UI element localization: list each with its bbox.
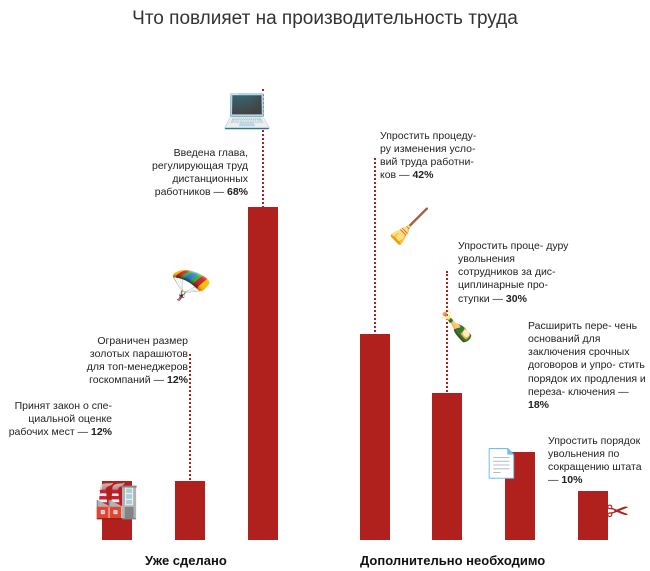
simplify_conditions-label: Упростить процеду- ру изменения усло- ви… (380, 130, 490, 183)
laptop-icon: 💻 (222, 88, 272, 128)
group-label-done: Уже сделано (145, 553, 227, 568)
scissors-people-icon: ✂ (606, 498, 629, 526)
factory-icon: 🏭 (94, 482, 139, 518)
remote_chapter-label: Введена глава, регулирующая труд дистанц… (132, 147, 248, 200)
chart-title: Что повлияет на производительность труда (0, 0, 650, 30)
group-label-needed: Дополнительно необходимо (360, 553, 545, 568)
simplify_redundancy-bar (578, 491, 608, 540)
law_assessment-label: Принят закон о спе- циальной оценке рабо… (8, 400, 112, 439)
golden_parachutes-bar (175, 481, 205, 540)
simplify_redundancy-label: Упростить порядок увольнения по сокращен… (548, 435, 648, 488)
expand_fixed_term-label: Расширить пере- чень оснований для заклю… (528, 320, 646, 412)
simplify_dismissal_discipline-bar (432, 393, 462, 540)
document-icon: 📄 (484, 450, 519, 478)
golden_parachutes-label: Ограничен размер золотых парашютов для т… (78, 335, 188, 388)
broom-icon: 🧹 (388, 210, 430, 244)
chart-area: Принят закон о спе- циальной оценке рабо… (0, 50, 650, 540)
simplify_dismissal_discipline-label: Упростить проце- дуру увольнения сотрудн… (458, 240, 570, 306)
bottle-icon: 🍾 (438, 312, 475, 342)
simplify_conditions-bar (360, 334, 390, 540)
parachute-icon: 🪂 (170, 270, 212, 304)
remote_chapter-bar (248, 207, 278, 540)
